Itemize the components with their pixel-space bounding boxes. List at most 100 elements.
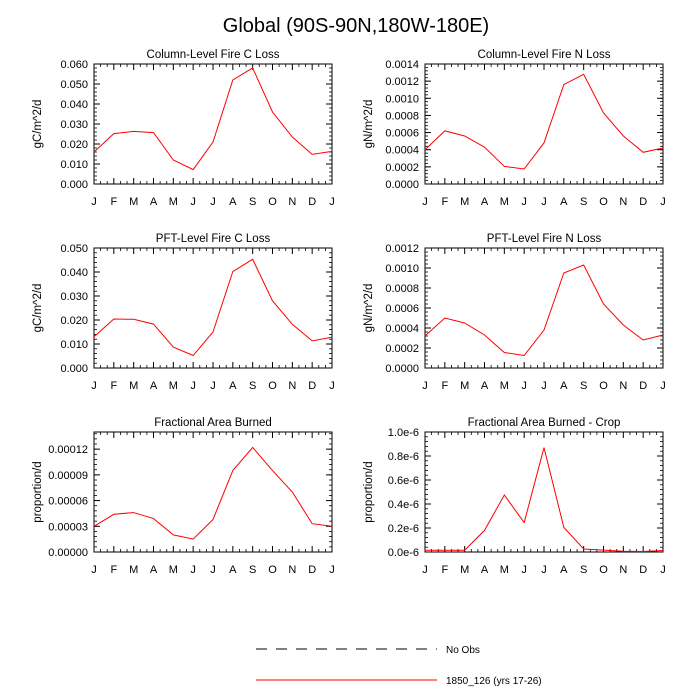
y-tick-label: 0.010 [60, 339, 88, 351]
y-tick-label: 0.000 [60, 363, 88, 375]
x-tick-label: O [599, 196, 608, 208]
x-tick-label: F [110, 380, 117, 392]
x-tick-label: J [190, 564, 196, 576]
y-tick-label: 0.2e-6 [388, 523, 419, 535]
x-tick-label: M [169, 564, 178, 576]
legend-label: No Obs [446, 645, 480, 656]
y-tick-label: 0.040 [60, 267, 88, 279]
plot-frame [424, 431, 664, 553]
y-tick-label: 0.8e-6 [388, 451, 419, 463]
plot-frame [93, 431, 333, 553]
y-tick-label: 0.0010 [385, 93, 419, 105]
x-tick-label: D [639, 196, 647, 208]
x-tick-label: S [580, 564, 587, 576]
x-tick-label: N [619, 564, 627, 576]
y-tick-label: 0.040 [60, 99, 88, 111]
plot-frame [93, 247, 333, 369]
y-tick-label: 0.0006 [385, 303, 419, 315]
x-tick-label: N [619, 380, 627, 392]
x-tick-label: S [249, 196, 256, 208]
y-tick-label: 0.0000 [385, 363, 419, 375]
x-tick-label: J [541, 196, 547, 208]
panel-title: Fractional Area Burned [154, 417, 272, 429]
y-tick-label: 0.050 [60, 79, 88, 91]
x-tick-label: J [422, 564, 428, 576]
x-tick-label: N [288, 564, 296, 576]
x-tick-label: M [169, 196, 178, 208]
x-tick-label: A [150, 380, 158, 392]
x-tick-label: M [500, 196, 509, 208]
series-line [424, 73, 664, 170]
x-tick-label: J [422, 196, 428, 208]
y-tick-label: 0.0004 [385, 145, 419, 157]
y-tick-label: 0.0006 [385, 128, 419, 140]
y-tick-label: 0.030 [60, 291, 88, 303]
y-tick-label: 0.00012 [48, 444, 88, 456]
y-tick-label: 0.0012 [385, 76, 419, 88]
x-tick-label: A [150, 196, 158, 208]
x-tick-label: O [599, 380, 608, 392]
x-tick-label: D [308, 196, 316, 208]
x-tick-label: J [541, 380, 547, 392]
x-tick-label: S [580, 196, 587, 208]
panel-title: Fractional Area Burned - Crop [468, 417, 621, 429]
x-tick-label: J [521, 380, 527, 392]
plot-frame [93, 63, 333, 185]
y-tick-label: 0.4e-6 [388, 499, 419, 511]
x-tick-label: N [288, 380, 296, 392]
y-tick-label: 0.00009 [48, 470, 88, 482]
x-tick-label: J [210, 380, 216, 392]
x-tick-label: A [560, 564, 568, 576]
x-tick-label: J [541, 564, 547, 576]
x-tick-label: S [249, 564, 256, 576]
y-tick-label: 0.0e-6 [388, 547, 419, 559]
x-tick-label: A [560, 196, 568, 208]
x-tick-label: M [129, 196, 138, 208]
panel-title: Column-Level Fire C Loss [147, 49, 280, 61]
y-tick-label: 1.0e-6 [388, 427, 419, 439]
series-line [425, 447, 664, 553]
x-tick-label: J [521, 564, 527, 576]
chart-panel-5: Fractional Area Burned proportion/d 0.0000… [32, 417, 335, 576]
x-tick-label: J [329, 380, 335, 392]
x-tick-label: J [210, 196, 216, 208]
chart-panel-3: PFT-Level Fire C Loss gC/m^2/d 0.000 0.010 0… [32, 233, 335, 392]
y-axis-label: gC/m^2/d [32, 100, 44, 149]
x-tick-label: O [268, 196, 277, 208]
y-tick-label: 0.0000 [385, 179, 419, 191]
plot-frame [424, 247, 664, 369]
series-line [93, 446, 333, 540]
y-tick-label: 0.00000 [48, 547, 88, 559]
x-tick-label: D [639, 564, 647, 576]
chart-panel-1: Column-Level Fire C Loss gC/m^2/d 0.000 0.0… [32, 49, 335, 208]
chart-panel-4: PFT-Level Fire N Loss gN/m^2/d 0.0000 0.000… [363, 233, 666, 392]
x-tick-label: F [441, 196, 448, 208]
series-line [93, 258, 333, 357]
x-tick-label: F [110, 564, 117, 576]
y-tick-label: 0.0004 [385, 323, 419, 335]
x-tick-label: D [308, 380, 316, 392]
y-tick-label: 0.0014 [385, 59, 419, 71]
plot-frame [424, 63, 664, 185]
x-tick-label: A [481, 196, 489, 208]
x-tick-label: A [150, 564, 158, 576]
x-tick-label: J [91, 380, 97, 392]
y-tick-label: 0.000 [60, 179, 88, 191]
y-tick-label: 0.0008 [385, 110, 419, 122]
x-tick-label: A [560, 380, 568, 392]
y-tick-label: 0.00003 [48, 521, 88, 533]
x-tick-label: A [229, 380, 237, 392]
y-tick-label: 0.010 [60, 159, 88, 171]
y-tick-label: 0.0008 [385, 283, 419, 295]
x-tick-label: J [190, 196, 196, 208]
x-tick-label: J [91, 564, 97, 576]
x-tick-label: M [500, 380, 509, 392]
y-axis-label: gN/m^2/d [363, 284, 375, 333]
chart-panels: Column-Level Fire C Loss gC/m^2/d 0.000 0.0… [32, 49, 666, 576]
y-tick-label: 0.030 [60, 119, 88, 131]
x-tick-label: J [422, 380, 428, 392]
x-tick-label: J [329, 564, 335, 576]
page-title: Global (90S-90N,180W-180E) [223, 15, 489, 37]
legend-label: 1850_126 (yrs 17-26) [446, 676, 542, 687]
